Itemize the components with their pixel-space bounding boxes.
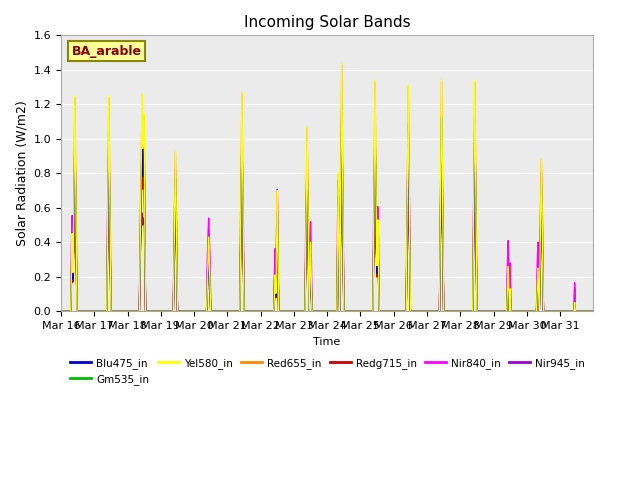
Blu475_in [120,309,127,314]
Line: Gm535_in: Gm535_in [61,103,593,312]
Line: Blu475_in: Blu475_in [61,105,593,312]
Red655_in [264,309,271,314]
Line: Yel580_in: Yel580_in [61,63,593,312]
Yel580_in [57,309,65,314]
Nir840_in [264,309,271,314]
Red655_in [244,309,252,314]
Nir945_in [338,204,346,210]
Yel580_in [218,309,225,314]
Redg715_in [57,309,65,314]
Redg715_in [120,309,127,314]
Yel580_in [382,309,390,314]
Nir945_in [264,309,271,314]
Red655_in [412,309,420,314]
Gm535_in [57,309,65,314]
Y-axis label: Solar Radiation (W/m2): Solar Radiation (W/m2) [15,100,28,246]
Nir840_in [244,309,252,314]
Line: Nir840_in: Nir840_in [61,130,593,312]
Line: Red655_in: Red655_in [61,65,593,312]
Blu475_in [264,309,271,314]
Nir840_in [338,127,346,133]
Redg715_in [338,122,346,128]
Redg715_in [382,309,390,314]
Yel580_in [589,309,596,314]
Gm535_in [412,309,420,314]
Nir945_in [120,309,127,314]
Blu475_in [338,102,346,108]
Red655_in [338,62,346,68]
Yel580_in [120,309,127,314]
Redg715_in [264,309,271,314]
Blu475_in [218,309,225,314]
Nir840_in [412,309,420,314]
Title: Incoming Solar Bands: Incoming Solar Bands [244,15,410,30]
Yel580_in [338,60,346,66]
Redg715_in [218,309,225,314]
Nir840_in [589,309,596,314]
Redg715_in [244,309,252,314]
Gm535_in [218,309,225,314]
Blu475_in [382,309,390,314]
Red655_in [57,309,65,314]
Red655_in [218,309,225,314]
Gm535_in [120,309,127,314]
Redg715_in [589,309,596,314]
Blu475_in [412,309,420,314]
Yel580_in [244,309,252,314]
Nir945_in [57,309,65,314]
Yel580_in [412,309,420,314]
Blu475_in [589,309,596,314]
Line: Nir945_in: Nir945_in [61,207,593,312]
Line: Redg715_in: Redg715_in [61,125,593,312]
X-axis label: Time: Time [313,336,340,347]
Gm535_in [264,309,271,314]
Text: BA_arable: BA_arable [72,45,141,58]
Blu475_in [244,309,252,314]
Nir945_in [218,309,225,314]
Gm535_in [382,309,390,314]
Yel580_in [264,309,271,314]
Nir945_in [589,309,596,314]
Nir840_in [57,309,65,314]
Legend: Blu475_in, Gm535_in, Yel580_in, Red655_in, Redg715_in, Nir840_in, Nir945_in: Blu475_in, Gm535_in, Yel580_in, Red655_i… [66,354,589,389]
Blu475_in [57,309,65,314]
Nir840_in [120,309,127,314]
Nir840_in [382,309,390,314]
Gm535_in [589,309,596,314]
Red655_in [589,309,596,314]
Nir945_in [412,309,420,314]
Nir945_in [382,309,390,314]
Red655_in [382,309,390,314]
Nir840_in [218,309,225,314]
Nir945_in [244,309,252,314]
Redg715_in [412,309,420,314]
Gm535_in [244,309,252,314]
Red655_in [120,309,127,314]
Gm535_in [338,100,346,106]
